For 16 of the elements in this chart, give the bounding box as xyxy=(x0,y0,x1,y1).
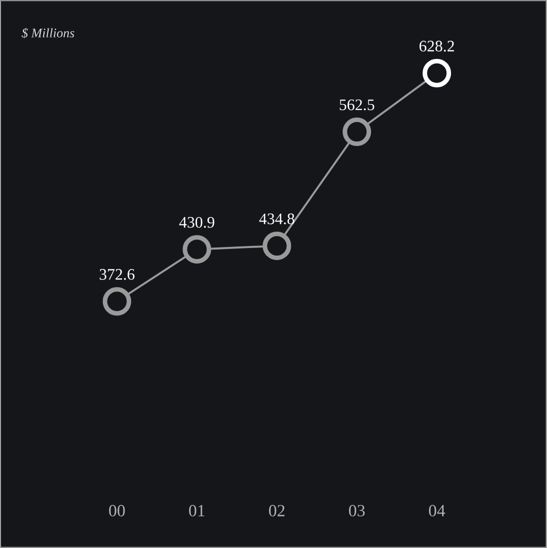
x-tick-label: 03 xyxy=(349,504,365,516)
point xyxy=(262,232,292,260)
point xyxy=(422,58,452,88)
data-label: 434.8 xyxy=(259,213,294,224)
data-label: 628.2 xyxy=(420,40,454,52)
x-tick-label: 01 xyxy=(189,504,204,516)
data-label: 372.6 xyxy=(100,269,135,280)
point xyxy=(182,235,212,264)
data-label: 430.9 xyxy=(179,216,214,228)
x-tick-label: 02 xyxy=(269,504,285,516)
point xyxy=(342,118,372,146)
chart-title: $ Millions xyxy=(22,28,74,38)
x-tick-label: 04 xyxy=(429,504,446,516)
point xyxy=(102,287,132,316)
data-label: 562.5 xyxy=(340,99,374,110)
x-tick-label: 00 xyxy=(109,504,125,516)
